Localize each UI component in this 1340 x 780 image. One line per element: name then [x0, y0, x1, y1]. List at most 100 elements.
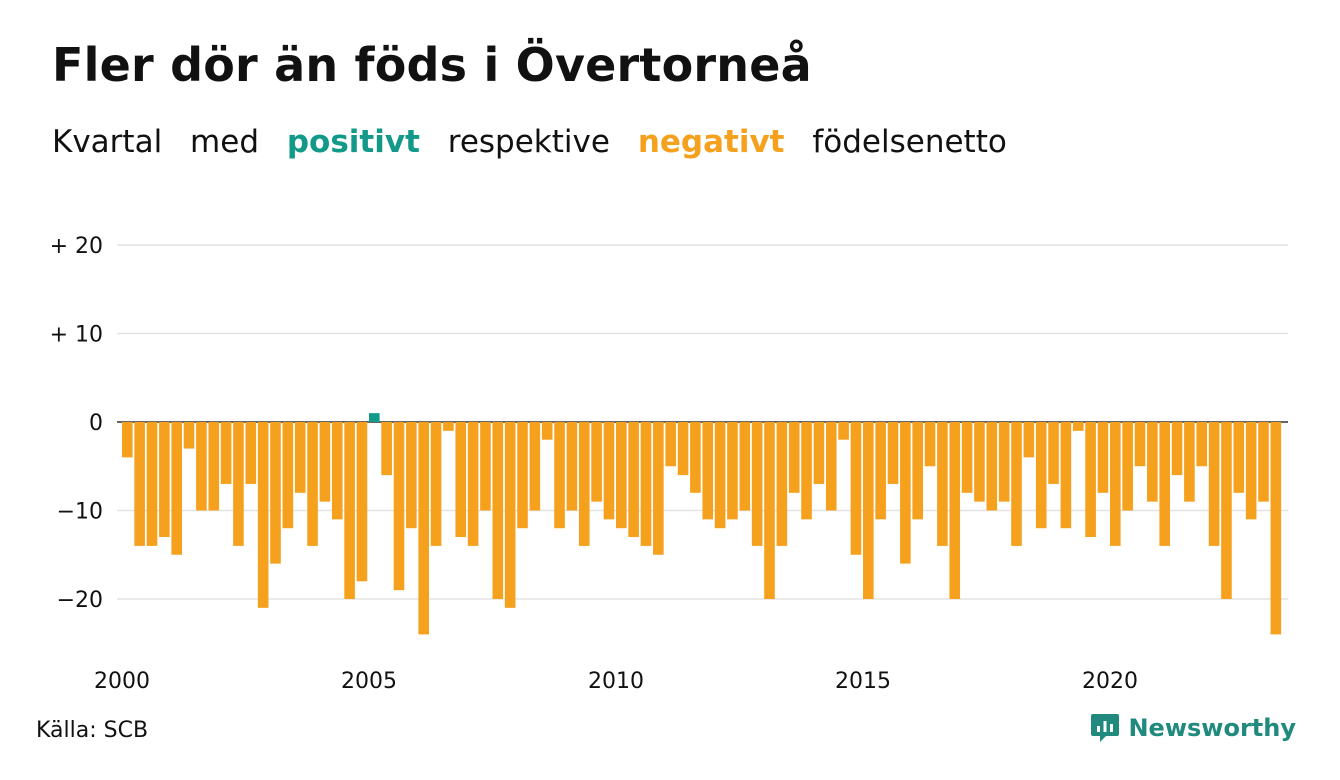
brand-logo[interactable]: Newsworthy	[1090, 712, 1296, 744]
bar	[640, 422, 652, 546]
bar	[1023, 422, 1035, 458]
bar	[257, 422, 269, 608]
bar	[875, 422, 886, 520]
bar	[529, 422, 541, 511]
bar	[838, 422, 849, 440]
bar	[319, 422, 331, 502]
bar	[171, 422, 182, 555]
y-tick-label: 0	[89, 411, 103, 436]
bar	[282, 422, 294, 529]
bar	[974, 422, 985, 502]
bar	[245, 422, 257, 484]
bar	[406, 422, 417, 529]
bar	[294, 422, 306, 493]
bar	[430, 422, 442, 546]
bar	[1035, 422, 1047, 529]
subtitle-positive-label: positivt	[286, 124, 420, 160]
y-tick-label: + 20	[50, 234, 103, 259]
bar	[233, 422, 244, 546]
bar	[1208, 422, 1220, 546]
y-tick-label: −20	[57, 588, 103, 613]
bar	[739, 422, 751, 511]
bar	[393, 422, 405, 591]
bar	[480, 422, 491, 511]
bar	[702, 422, 714, 520]
bar	[208, 422, 220, 511]
brand-name: Newsworthy	[1128, 714, 1296, 742]
bar	[517, 422, 528, 529]
bar	[455, 422, 467, 538]
bar	[159, 422, 170, 538]
bar	[1072, 422, 1084, 431]
x-axis-ticks: 2000 2005 2010 2015 2020	[94, 669, 1138, 694]
bar	[727, 422, 738, 520]
bar	[220, 422, 232, 484]
bar	[863, 422, 874, 599]
bar	[331, 422, 343, 520]
bar	[665, 422, 676, 467]
bars	[122, 413, 1282, 635]
bar	[467, 422, 479, 546]
bar	[1245, 422, 1257, 520]
bar	[937, 422, 948, 546]
bar	[924, 422, 936, 467]
bar	[1270, 422, 1282, 635]
bar	[1147, 422, 1158, 502]
bar	[764, 422, 775, 599]
bar	[690, 422, 701, 493]
bar	[850, 422, 862, 555]
x-tick-label: 2000	[94, 669, 150, 694]
y-tick-label: + 10	[50, 323, 103, 348]
bar	[270, 422, 281, 564]
bar	[1085, 422, 1096, 538]
bar	[1159, 422, 1170, 546]
bar	[1134, 422, 1146, 467]
subtitle-negative-label: negativt	[637, 124, 785, 160]
bar	[912, 422, 923, 520]
bar	[418, 422, 429, 635]
bar	[554, 422, 565, 529]
bar	[1060, 422, 1072, 529]
bar	[1221, 422, 1232, 599]
bar	[603, 422, 615, 520]
bar	[900, 422, 911, 564]
bar	[381, 422, 392, 476]
bar	[825, 422, 837, 511]
x-tick-label: 2010	[588, 669, 644, 694]
bar	[1258, 422, 1269, 502]
bar	[1097, 422, 1109, 493]
bar	[443, 422, 454, 431]
bar	[356, 422, 368, 582]
bar	[566, 422, 578, 511]
bar	[776, 422, 788, 546]
bar	[628, 422, 639, 538]
bar	[1184, 422, 1195, 502]
bar	[677, 422, 689, 476]
newsworthy-logo-icon	[1091, 714, 1120, 742]
bar	[616, 422, 627, 529]
bar	[949, 422, 961, 599]
bar	[369, 413, 380, 422]
bar	[146, 422, 158, 546]
subtitle-med: med	[190, 124, 259, 160]
bar	[196, 422, 207, 511]
bar	[578, 422, 590, 546]
subtitle-prefix: Kvartal	[52, 124, 163, 160]
bar	[801, 422, 812, 520]
bar	[1110, 422, 1121, 546]
x-tick-label: 2015	[835, 669, 891, 694]
bar	[788, 422, 800, 493]
bar	[134, 422, 145, 546]
bar	[961, 422, 973, 493]
bar	[1011, 422, 1022, 546]
x-tick-label: 2005	[341, 669, 397, 694]
bar	[1171, 422, 1183, 476]
bar	[714, 422, 726, 529]
bar	[183, 422, 195, 449]
bar	[998, 422, 1010, 502]
bar	[591, 422, 602, 502]
bar	[344, 422, 355, 599]
bar	[813, 422, 825, 484]
x-tick-label: 2020	[1082, 669, 1138, 694]
